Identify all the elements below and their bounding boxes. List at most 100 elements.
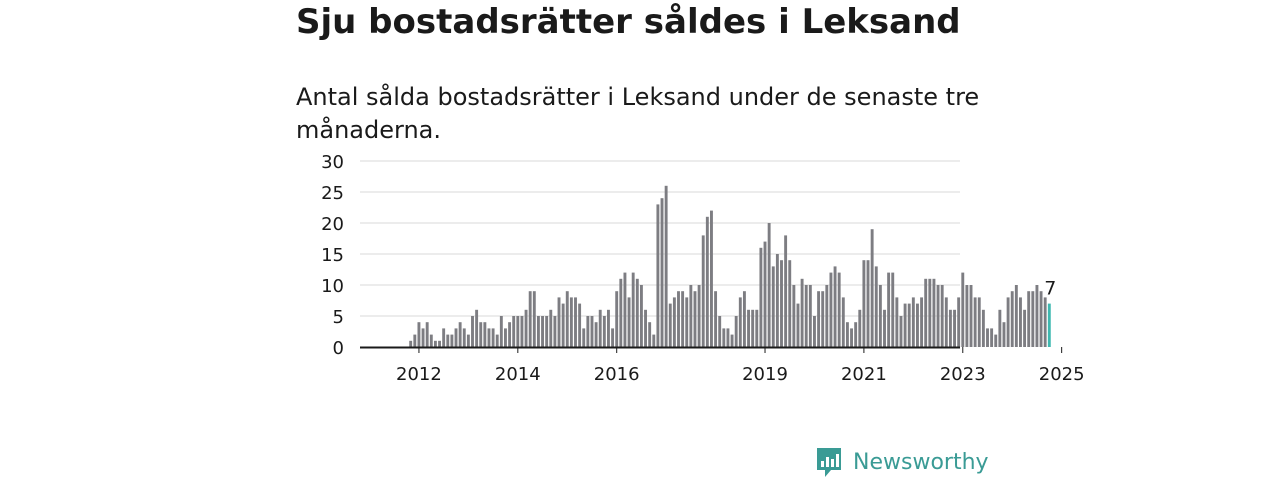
bar [471,316,474,347]
bar [524,309,528,347]
bar [1035,285,1039,347]
bar [475,309,479,347]
bar [672,297,676,347]
bar [569,297,573,347]
bar [697,285,701,347]
y-tick-label: 25 [321,183,344,204]
bar [1014,285,1018,347]
y-axis-ticks: 0 5 10 15 20 25 30 [321,152,344,359]
bar [1010,291,1014,347]
chart-title: Sju bostadsrätter såldes i Leksand [296,2,961,42]
bar [454,328,458,347]
bar [973,297,977,347]
bar [734,316,738,347]
bar [660,198,664,347]
bar [1019,297,1022,347]
bar [611,328,615,347]
bar [775,254,779,347]
bar [981,309,985,347]
bar [891,272,895,347]
bar [413,334,417,347]
bar [627,297,631,347]
x-tick-label: 2023 [940,364,986,385]
bar [487,328,491,347]
bar [549,309,553,347]
bar [767,223,771,347]
bar [565,291,569,347]
bar [936,285,940,347]
bar [701,235,705,347]
bar [664,185,668,347]
bar [829,272,833,347]
bar [841,297,845,347]
bar [693,291,697,347]
bar [1039,291,1043,347]
bar [532,291,536,347]
bar [866,260,870,347]
bar [681,291,685,347]
bar [491,328,495,347]
bar [1031,291,1035,347]
bar [1006,297,1010,347]
bar [887,272,891,347]
bar [903,303,907,347]
bar [652,334,656,347]
bar [751,309,755,347]
bar [619,278,623,347]
bar [590,316,594,347]
bar [825,285,829,347]
bar [705,216,709,347]
bar [928,278,932,347]
bar [780,260,783,347]
bar [1027,291,1031,347]
bar [421,328,425,347]
bar [607,309,610,347]
bar [631,272,635,347]
bar [862,260,866,347]
bar [1002,322,1006,347]
bar [417,322,421,347]
bar [635,278,639,347]
bar [726,328,730,347]
bar [878,285,882,347]
bar [998,309,1002,347]
bar [920,297,924,347]
bar [536,316,540,347]
bar [817,291,821,347]
bar [409,340,413,347]
bar [623,272,627,347]
y-tick-label: 0 [333,338,344,359]
bar [738,297,742,347]
bar [722,328,726,347]
bar [874,266,878,347]
bar [944,297,948,347]
bar [718,316,722,347]
bar [854,322,858,347]
bar [932,278,936,347]
bar [796,303,800,347]
x-tick-label: 2012 [396,364,442,385]
bar [784,235,788,347]
bar [586,316,590,347]
bar [520,316,524,347]
y-tick-label: 15 [321,245,344,266]
bar [845,322,849,347]
bar [541,316,544,347]
highlight-bar [1047,303,1051,347]
bar [644,309,647,347]
bar [730,334,734,347]
bars [409,185,1051,347]
bar [685,297,689,347]
bar [433,340,437,347]
bar [598,309,602,347]
brand-name: Newsworthy [853,449,989,475]
bar [850,328,853,347]
bar [837,272,841,347]
bar [462,328,466,347]
bar [808,285,812,347]
bar [429,334,433,347]
bar [965,285,969,347]
bar [977,297,981,347]
bar [759,247,763,347]
bar [677,291,680,347]
